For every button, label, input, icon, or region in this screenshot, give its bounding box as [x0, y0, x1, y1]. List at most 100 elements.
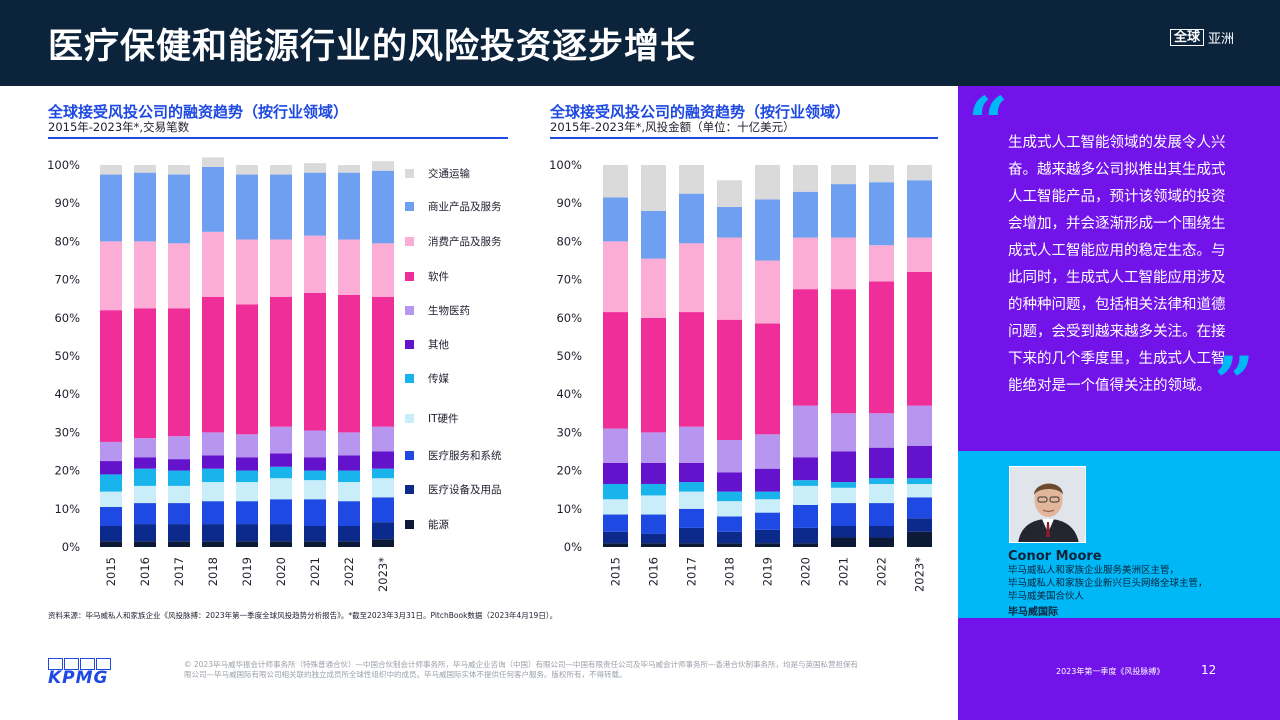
bar-segment-消费产品及服务 — [372, 243, 394, 297]
y-tick-label: 20% — [54, 464, 80, 478]
bar-segment-传媒 — [168, 470, 190, 486]
bar-segment-软件 — [831, 289, 856, 414]
bar-segment-IT硬件 — [202, 482, 224, 502]
legend-label: 交通运输 — [428, 168, 470, 180]
bar-segment-软件 — [755, 323, 780, 435]
legend-item: 医疗设备及用品 — [405, 482, 502, 497]
bar-segment-消费产品及服务 — [134, 241, 156, 309]
bar-segment-生物医药 — [270, 426, 292, 454]
bar-segment-能源 — [831, 537, 856, 547]
bar-segment-消费产品及服务 — [831, 237, 856, 290]
bar-segment-能源 — [372, 539, 394, 547]
bar-segment-商业产品及服务 — [869, 182, 894, 246]
bar-segment-软件 — [372, 296, 394, 427]
bar-segment-其他 — [717, 472, 742, 492]
brand-region: 亚洲 — [1207, 32, 1234, 47]
x-tick-label: 2019 — [240, 557, 254, 586]
bar-segment-消费产品及服务 — [679, 243, 704, 313]
bar-segment-软件 — [793, 289, 818, 406]
legend-item: IT硬件 — [405, 411, 459, 426]
bar-segment-其他 — [679, 462, 704, 483]
bio-panel: Conor Moore 毕马威私人和家族企业服务美洲区主管， 毕马威私人和家族企… — [958, 451, 1280, 618]
bar-segment-传媒 — [793, 480, 818, 486]
brand-box: 全球 — [1169, 29, 1204, 46]
bar-segment-软件 — [717, 319, 742, 441]
kpmg-logo-boxes — [48, 658, 114, 670]
bar-segment-生物医药 — [755, 434, 780, 469]
bar-segment-医疗服务和系统 — [603, 514, 628, 532]
bar-segment-传媒 — [717, 491, 742, 502]
bar-segment-传媒 — [338, 470, 360, 483]
bar-segment-商业产品及服务 — [134, 172, 156, 242]
bar-segment-IT硬件 — [270, 478, 292, 500]
bar-segment-其他 — [603, 462, 628, 484]
bar-segment-其他 — [236, 457, 258, 471]
bar-segment-医疗服务和系统 — [202, 501, 224, 525]
bar-segment-传媒 — [907, 478, 932, 484]
bar-segment-消费产品及服务 — [717, 237, 742, 320]
bar-segment-软件 — [869, 281, 894, 414]
bar-segment-医疗服务和系统 — [168, 503, 190, 525]
legend-label: 能源 — [428, 519, 449, 531]
bar-segment-IT硬件 — [603, 499, 628, 515]
bar-segment-其他 — [755, 468, 780, 492]
bar-segment-医疗设备及用品 — [168, 524, 190, 542]
bar-segment-医疗设备及用品 — [304, 525, 326, 542]
x-tick-label: 2016 — [647, 557, 661, 586]
legend-label: 生物医药 — [428, 305, 470, 317]
bar-segment-医疗设备及用品 — [793, 527, 818, 544]
bar-segment-其他 — [134, 457, 156, 469]
x-tick-label: 2023* — [913, 557, 927, 592]
bar-segment-生物医药 — [679, 426, 704, 463]
bar-segment-IT硬件 — [100, 491, 122, 507]
bar-segment-医疗服务和系统 — [869, 503, 894, 526]
person-role-line: 毕马威私人和家族企业服务美洲区主管， — [1008, 565, 1180, 576]
bar-segment-交通运输 — [134, 165, 156, 173]
person-role: 毕马威私人和家族企业服务美洲区主管， 毕马威私人和家族企业新兴巨头网络全球主管，… — [1008, 564, 1208, 603]
bar-segment-医疗服务和系统 — [641, 514, 666, 534]
bar-segment-消费产品及服务 — [907, 237, 932, 272]
avatar — [1009, 466, 1086, 543]
bar-segment-能源 — [679, 543, 704, 547]
brand-tag: 全球 亚洲 — [1169, 28, 1234, 47]
bar-segment-其他 — [168, 459, 190, 471]
bar-segment-能源 — [907, 531, 932, 547]
bar-segment-交通运输 — [679, 165, 704, 194]
bar-segment-传媒 — [236, 470, 258, 483]
bar-segment-生物医药 — [134, 438, 156, 458]
legend-label: 医疗服务和系统 — [428, 450, 502, 462]
y-tick-label: 10% — [556, 502, 582, 516]
bar-segment-商业产品及服务 — [679, 193, 704, 244]
bar-segment-医疗设备及用品 — [869, 525, 894, 538]
bar-segment-商业产品及服务 — [270, 174, 292, 240]
bar-segment-其他 — [641, 462, 666, 484]
open-quote-icon: “ — [968, 81, 1009, 164]
bar-segment-软件 — [907, 271, 932, 406]
bar-segment-商业产品及服务 — [100, 174, 122, 242]
bar-segment-医疗设备及用品 — [100, 525, 122, 542]
bar-segment-软件 — [641, 317, 666, 433]
bar-segment-生物医药 — [831, 413, 856, 452]
bar-segment-商业产品及服务 — [641, 210, 666, 259]
bar-segment-能源 — [755, 543, 780, 547]
bar-segment-传媒 — [270, 466, 292, 479]
bar-segment-消费产品及服务 — [202, 231, 224, 297]
bar-segment-软件 — [338, 294, 360, 433]
bar-segment-生物医药 — [304, 430, 326, 458]
bar-segment-生物医药 — [372, 426, 394, 452]
bar-segment-生物医药 — [202, 432, 224, 456]
bar-segment-IT硬件 — [717, 501, 742, 517]
bar-segment-能源 — [168, 541, 190, 547]
y-tick-label: 60% — [556, 311, 582, 325]
bar-segment-商业产品及服务 — [755, 199, 780, 261]
bar-segment-医疗服务和系统 — [270, 499, 292, 525]
y-tick-label: 30% — [54, 425, 80, 439]
bar-segment-软件 — [168, 308, 190, 437]
bar-segment-生物医药 — [100, 441, 122, 462]
bar-segment-医疗设备及用品 — [372, 522, 394, 540]
bar-segment-医疗设备及用品 — [679, 527, 704, 544]
chart-1: 0% 10% 20% 30% 40% 50% 60% 70% 80% 90% 100% 2015 201… — [47, 157, 394, 592]
footer-panel: 2023年第一季度《风投脉搏》 12 — [958, 618, 1280, 720]
bar-segment-消费产品及服务 — [603, 241, 628, 313]
bar-segment-传媒 — [304, 470, 326, 481]
